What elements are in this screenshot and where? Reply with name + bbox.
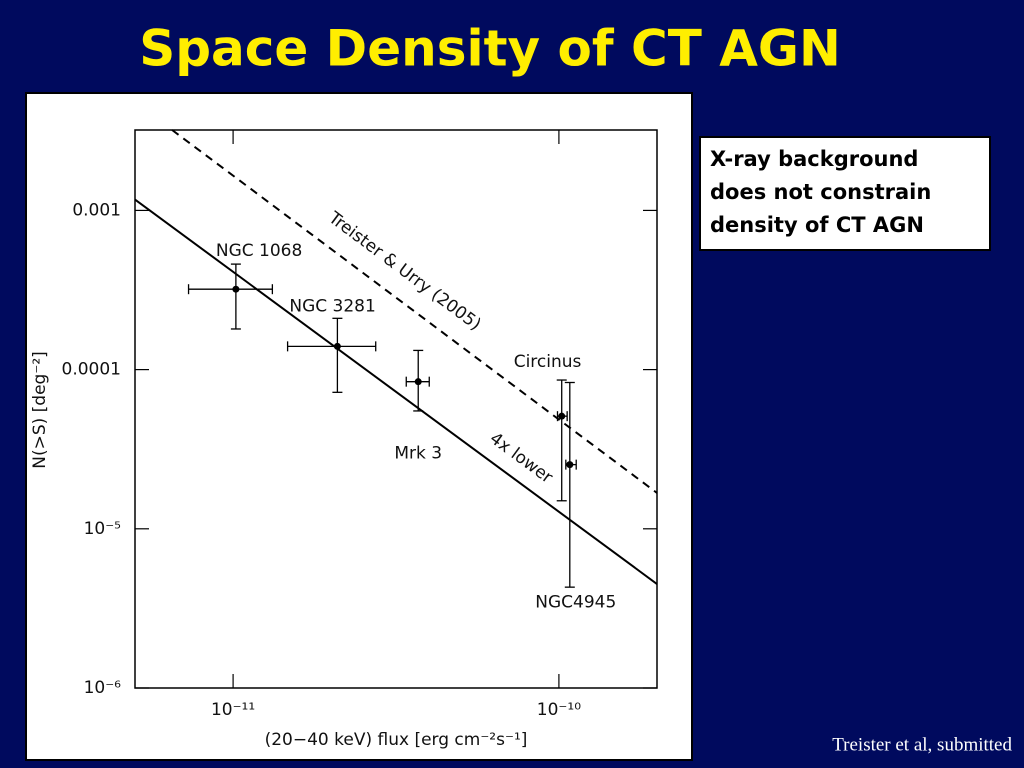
model-line: [171, 129, 658, 494]
note-line: does not constrain: [710, 180, 931, 204]
point-label: NGC 3281: [289, 296, 375, 316]
point-label: NGC4945: [535, 593, 616, 613]
footer: Treister et al, submitted: [832, 734, 1012, 755]
data-point: [333, 342, 341, 350]
y-tick-label: 10⁻⁵: [84, 519, 121, 539]
data-point: [414, 378, 422, 386]
point-label: Mrk 3: [394, 444, 442, 464]
point-label: Circinus: [514, 352, 582, 372]
y-tick-label: 10⁻⁶: [84, 678, 122, 698]
x-tick-label: 10⁻¹⁰: [537, 700, 581, 720]
y-tick-label: 0.0001: [62, 360, 121, 380]
data-point: [558, 412, 566, 420]
note-line: density of CT AGN: [710, 213, 924, 237]
plot-frame: [134, 129, 658, 689]
slide-title: Space Density of CT AGN: [139, 20, 841, 78]
x-tick-label: 10⁻¹¹: [211, 700, 255, 720]
note-box: [699, 136, 991, 251]
plot-panel: [25, 92, 693, 761]
y-tick-label: 0.001: [72, 200, 121, 220]
x-axis-label: (20−40 keV) flux [erg cm⁻²s⁻¹]: [265, 730, 528, 750]
y-axis-label: N(>S) [deg⁻²]: [30, 351, 50, 469]
data-point: [232, 285, 240, 293]
data-point: [566, 461, 574, 469]
point-label: NGC 1068: [216, 241, 302, 261]
note-line: X-ray background: [710, 147, 918, 171]
